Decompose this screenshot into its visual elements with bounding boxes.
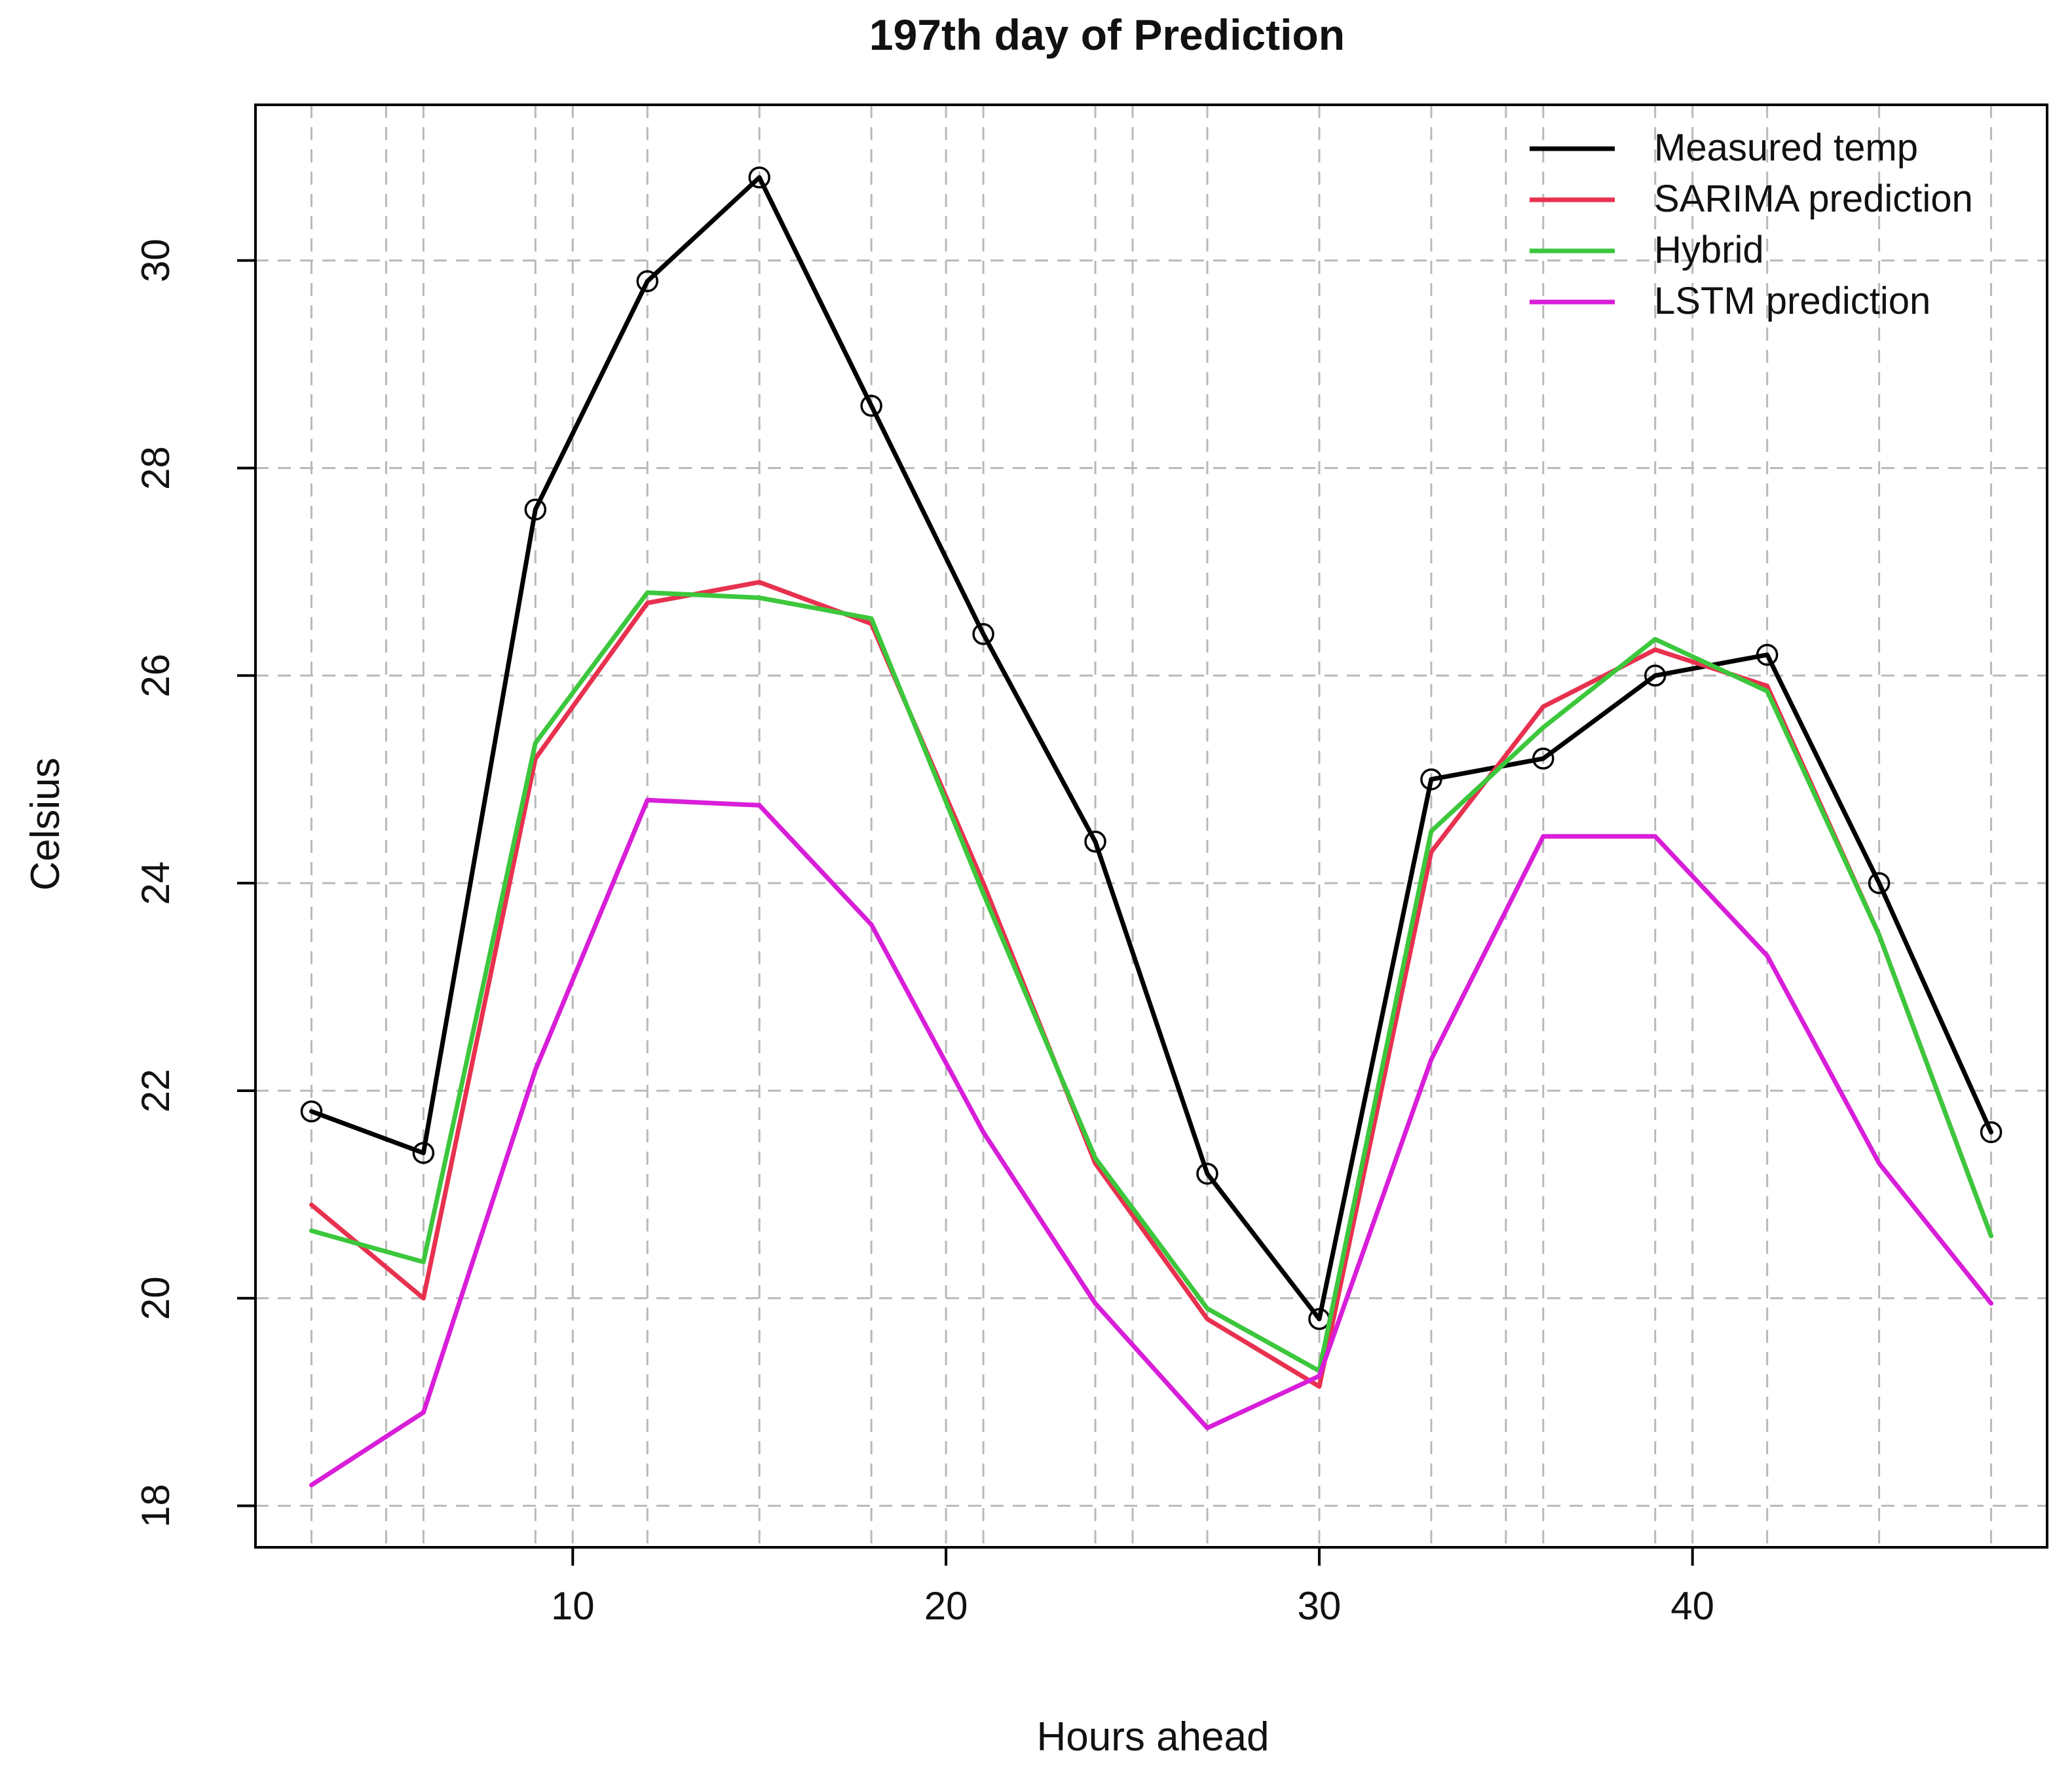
data-point-marker xyxy=(972,623,994,645)
x-axis-label: Hours ahead xyxy=(1036,1714,1269,1760)
x-tick-label: 20 xyxy=(924,1584,968,1628)
series-line-3 xyxy=(309,797,1993,1488)
data-point-marker xyxy=(748,166,770,189)
legend: Measured temp SARIMA prediction Hybrid LSTM… xyxy=(1530,126,1973,322)
data-point-marker xyxy=(860,394,882,417)
legend-label: Measured temp xyxy=(1654,126,1918,169)
data-point-marker xyxy=(1756,643,1779,666)
legend-label: SARIMA prediction xyxy=(1654,178,1973,220)
data-point-marker xyxy=(1644,664,1667,687)
series-line-1 xyxy=(309,580,1993,1389)
data-point-marker xyxy=(1420,768,1442,791)
axes: 10 20 30 40 18 20 22 24 26 28 30 xyxy=(134,104,2048,1628)
x-tick-label: 30 xyxy=(1298,1584,1342,1628)
data-point-marker xyxy=(1532,747,1554,770)
y-tick-label: 22 xyxy=(134,1069,178,1113)
data-point-marker xyxy=(1196,1162,1218,1185)
data-point-marker xyxy=(636,270,659,293)
legend-label: LSTM prediction xyxy=(1654,280,1931,322)
data-point-marker xyxy=(1084,831,1106,853)
data-point-marker xyxy=(300,1100,323,1123)
data-point-marker xyxy=(1980,1121,2003,1144)
series-line-2 xyxy=(309,590,1993,1374)
y-tick-label: 18 xyxy=(134,1484,178,1528)
y-tick-label: 30 xyxy=(134,238,178,282)
y-tick-label: 20 xyxy=(134,1276,178,1320)
legend-label: Hybrid xyxy=(1654,229,1764,271)
data-point-marker xyxy=(524,499,547,521)
y-tick-label: 24 xyxy=(134,861,178,905)
plot-frame xyxy=(254,104,2048,1549)
y-tick-label: 26 xyxy=(134,654,178,698)
data-point-marker xyxy=(1868,872,1891,894)
series-group xyxy=(300,166,2003,1488)
x-tick-label: 10 xyxy=(551,1584,595,1628)
chart-title: 197th day of Prediction xyxy=(869,10,1345,59)
y-tick-label: 28 xyxy=(134,446,178,490)
y-axis-label: Celsius xyxy=(23,757,68,890)
x-tick-label: 40 xyxy=(1670,1584,1714,1628)
data-point-marker xyxy=(412,1142,435,1164)
grid xyxy=(255,105,2047,1547)
